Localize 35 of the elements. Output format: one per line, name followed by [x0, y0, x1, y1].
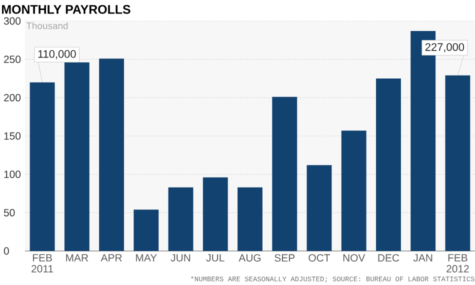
y-tick-label: 50 [4, 208, 15, 216]
x-tick-label: JUL [206, 254, 224, 262]
annotation: 110,000 [38, 50, 76, 60]
bar [134, 210, 159, 251]
bar [445, 75, 470, 251]
bar [341, 130, 366, 251]
bar [238, 187, 262, 251]
x-tick-label: APR [100, 254, 122, 262]
x-tick-label: DEC [378, 254, 400, 262]
y-tick-label: 200 [4, 94, 21, 102]
x-tick-label: JUN [170, 254, 190, 262]
y-tick-label: 150 [4, 132, 21, 140]
x-tick-label: MAR [66, 254, 88, 262]
bar [168, 187, 194, 251]
x-tick-label: OCT [308, 254, 330, 262]
y-tick-label: 100 [4, 170, 21, 178]
x-tick-label: JAN [413, 254, 432, 262]
x-tick-label: SEP [274, 254, 295, 262]
y-tick-label: 300 [4, 17, 21, 25]
y-tick-label: 0 [4, 247, 9, 255]
bar [272, 96, 298, 251]
x-tick-label: MAY [136, 254, 157, 262]
bar [99, 58, 124, 251]
x-tick-label: FEB 2011 [32, 254, 54, 272]
x-tick-label: FEB 2012 [446, 254, 469, 272]
bar [376, 78, 401, 251]
annotation: 227,000 [425, 43, 464, 52]
x-tick-label: NOV [343, 254, 366, 262]
bar [30, 82, 55, 251]
y-axis-title: Thousand [26, 22, 68, 30]
y-tick-label: 250 [4, 56, 21, 64]
bar [202, 177, 228, 251]
x-tick-label: AUG [238, 254, 261, 262]
bar [306, 165, 332, 251]
chart-title: MONTHLY PAYROLLS [2, 5, 130, 14]
